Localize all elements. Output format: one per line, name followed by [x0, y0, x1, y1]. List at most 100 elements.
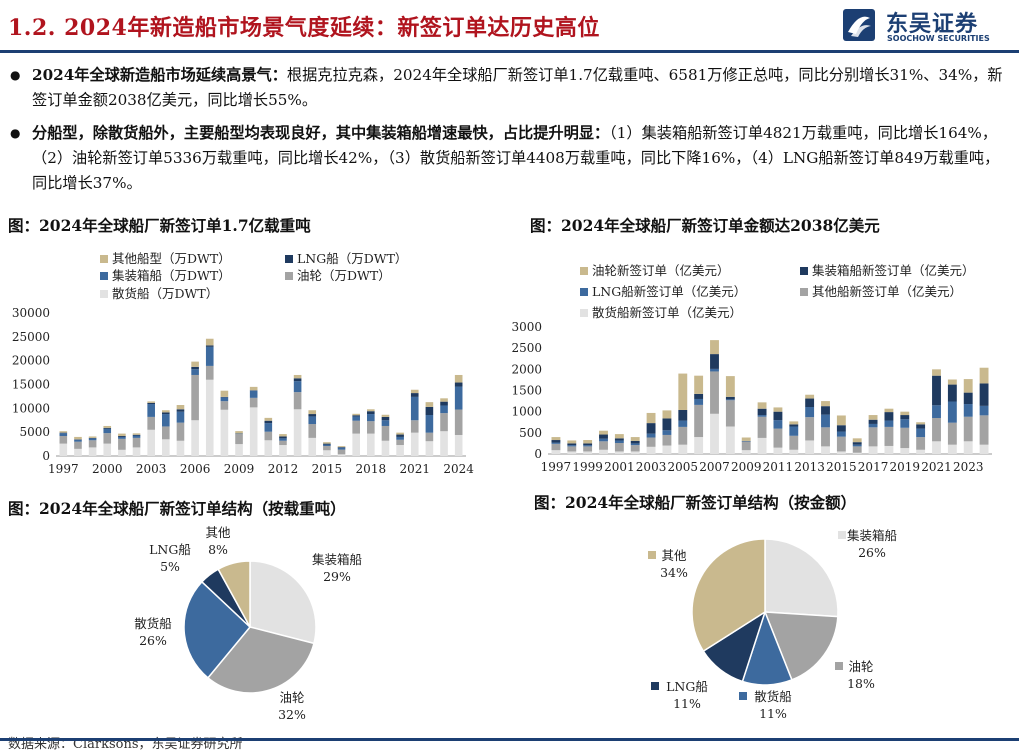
bar-segment [279, 434, 287, 436]
bar-segment [147, 403, 155, 404]
bar-segment [631, 437, 640, 441]
bar-segment [853, 445, 862, 447]
bar-segment [916, 437, 925, 450]
pie-slice-percent: 8% [208, 542, 228, 557]
bar-segment [853, 446, 862, 452]
bar-segment [221, 410, 229, 456]
y-tick-label: 2500 [511, 341, 542, 355]
bar-segment [710, 371, 719, 413]
bar-segment [411, 397, 419, 420]
bar-segment [567, 440, 576, 443]
x-tick-label: 2015 [826, 460, 857, 474]
bar-segment [74, 449, 82, 456]
bar-segment [455, 375, 463, 383]
bar-segment [932, 418, 941, 441]
pie-slice-label: 油轮 [848, 659, 873, 674]
y-tick-label: 30000 [12, 306, 50, 320]
x-tick-label: 2018 [356, 462, 387, 476]
bar-segment [191, 362, 199, 367]
bar-segment [773, 429, 782, 448]
bar-segment [367, 414, 375, 421]
legend-label: 集装箱船（万DWT） [112, 268, 231, 283]
bar-segment [647, 437, 656, 446]
x-tick-label: 2024 [443, 462, 474, 476]
bar-segment [932, 376, 941, 406]
bar-segment [382, 441, 390, 456]
bar-segment [615, 434, 624, 438]
pie-label-swatch [739, 692, 747, 700]
bar-segment [396, 433, 404, 435]
bullet-icon: ● [10, 63, 20, 88]
bar-segment [900, 448, 909, 454]
bar-segment [821, 446, 830, 454]
x-tick-label: 2021 [399, 462, 430, 476]
bar-segment [367, 409, 375, 411]
legend-label: 其他船型（万DWT） [112, 251, 231, 266]
bar-segment [583, 440, 592, 443]
bar-segment [964, 393, 973, 404]
pie-slice-label: 集装箱船 [847, 528, 897, 543]
bar-segment [884, 409, 893, 412]
bar-segment [396, 437, 404, 440]
x-tick-label: 2015 [312, 462, 343, 476]
bar-segment [426, 441, 434, 456]
bar-segment [118, 434, 126, 436]
bar-segment [837, 415, 846, 425]
bar-segment [206, 366, 214, 380]
x-tick-label: 2021 [921, 460, 952, 474]
x-tick-label: 2009 [224, 462, 255, 476]
bar-segment [367, 434, 375, 456]
bar-segment [647, 413, 656, 423]
bar-segment [758, 402, 767, 408]
bar-segment [551, 437, 560, 440]
bar-segment [726, 426, 735, 454]
bar-segment [805, 417, 814, 440]
bar-segment [662, 430, 671, 435]
legend-swatch [800, 288, 808, 296]
bar-segment [323, 446, 331, 450]
bar-segment [440, 398, 448, 401]
bar-segment [440, 402, 448, 406]
bar-segment [177, 441, 185, 456]
bar-segment [294, 378, 302, 381]
bar-segment [396, 440, 404, 445]
bar-segment [162, 414, 170, 426]
bar-segment [710, 369, 719, 372]
bar-segment [710, 414, 719, 454]
bar-segment [191, 369, 199, 375]
bar-segment [103, 429, 111, 433]
pie-slice-percent: 32% [278, 707, 306, 722]
bar-segment [900, 428, 909, 448]
x-tick-label: 1997 [48, 462, 79, 476]
bar-segment [206, 339, 214, 346]
bar-segment [599, 439, 608, 442]
bar-segment [837, 437, 846, 452]
bar-segment [221, 391, 229, 397]
bar-segment [221, 401, 229, 410]
bar-segment [647, 447, 656, 454]
pie-slice-percent: 34% [660, 565, 688, 580]
pie-slice-label: 油轮 [279, 690, 304, 705]
y-tick-label: 3000 [511, 320, 542, 334]
dwt-stacked-bar-chart: 其他船型（万DWT）LNG船（万DWT）集装箱船（万DWT）油轮（万DWT）散货… [0, 244, 510, 488]
y-tick-label: 1000 [511, 405, 542, 419]
bar-segment [382, 415, 390, 417]
bar-segment [916, 422, 925, 424]
bar-segment [631, 445, 640, 451]
bar-segment [279, 441, 287, 445]
bar-segment [221, 397, 229, 401]
bar-segment [177, 423, 185, 441]
bar-segment [726, 399, 735, 400]
bar-segment [789, 424, 798, 426]
bar-segment [323, 444, 331, 445]
pie-slice-percent: 5% [160, 559, 180, 574]
legend-label: 散货船新签订单（亿美元） [592, 305, 742, 320]
bar-segment [294, 409, 302, 456]
bar-segment [338, 448, 346, 450]
bar-segment [916, 450, 925, 454]
bar-segment [308, 410, 316, 414]
bar-segment [352, 414, 360, 415]
bar-segment [191, 367, 199, 369]
bar-segment [308, 424, 316, 438]
bar-segment [103, 426, 111, 428]
